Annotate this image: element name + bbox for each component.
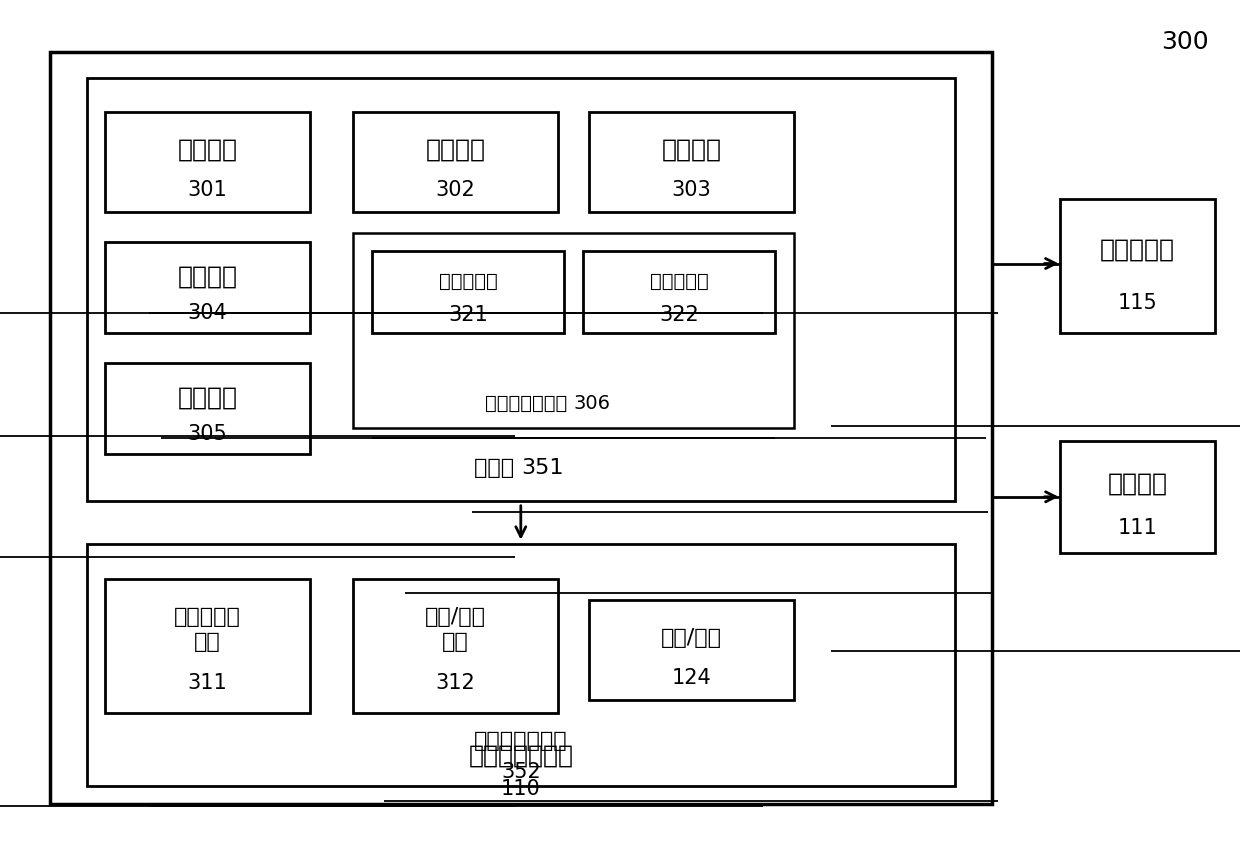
Text: 感知模块: 感知模块 bbox=[425, 138, 486, 162]
Text: 322: 322 bbox=[658, 305, 699, 325]
Bar bbox=[105, 579, 310, 713]
Text: 永久性存储装置: 永久性存储装置 bbox=[474, 731, 568, 752]
Bar bbox=[87, 78, 955, 501]
Bar bbox=[353, 112, 558, 212]
Bar bbox=[50, 52, 992, 804]
Text: 300: 300 bbox=[1162, 30, 1209, 54]
Text: 地图和路线
信息: 地图和路线 信息 bbox=[175, 607, 241, 652]
Bar bbox=[583, 251, 775, 333]
Bar bbox=[353, 579, 558, 713]
Text: 定位模块: 定位模块 bbox=[177, 138, 238, 162]
Text: 303: 303 bbox=[671, 180, 712, 200]
Text: 感知与规划系统: 感知与规划系统 bbox=[469, 744, 573, 768]
Text: 115: 115 bbox=[1117, 293, 1158, 313]
Text: 车道偏离检测器: 车道偏离检测器 bbox=[485, 394, 573, 413]
Text: 352: 352 bbox=[501, 761, 541, 782]
Text: 302: 302 bbox=[435, 180, 476, 200]
Bar bbox=[105, 363, 310, 454]
Text: 运动检测器: 运动检测器 bbox=[439, 272, 497, 291]
Text: 312: 312 bbox=[435, 673, 476, 693]
Text: 124: 124 bbox=[671, 668, 712, 688]
Text: 规划模块: 规划模块 bbox=[177, 264, 238, 289]
Text: 存储器: 存储器 bbox=[474, 458, 521, 479]
Bar bbox=[589, 600, 794, 700]
Text: 驾驶/交通
规则: 驾驶/交通 规则 bbox=[425, 607, 486, 652]
Text: 控制系统: 控制系统 bbox=[1107, 472, 1168, 495]
Bar bbox=[1060, 441, 1215, 553]
Bar bbox=[589, 112, 794, 212]
Bar bbox=[1060, 199, 1215, 333]
Text: 算法/模型: 算法/模型 bbox=[661, 628, 722, 648]
Bar bbox=[372, 251, 564, 333]
Text: 301: 301 bbox=[187, 180, 228, 200]
Text: 321: 321 bbox=[448, 305, 489, 325]
Bar bbox=[105, 112, 310, 212]
Text: 304: 304 bbox=[187, 302, 228, 322]
Text: 111: 111 bbox=[1117, 518, 1158, 538]
Bar bbox=[353, 233, 794, 428]
Text: 决策模块: 决策模块 bbox=[661, 138, 722, 162]
Bar bbox=[105, 242, 310, 333]
Text: 306: 306 bbox=[573, 394, 610, 413]
Bar bbox=[87, 544, 955, 786]
Text: 351: 351 bbox=[521, 458, 563, 479]
Text: 角度计算器: 角度计算器 bbox=[650, 272, 708, 291]
Text: 控制模块: 控制模块 bbox=[177, 385, 238, 410]
Text: 305: 305 bbox=[187, 423, 228, 443]
Text: 311: 311 bbox=[187, 673, 228, 693]
Text: 传感器系统: 传感器系统 bbox=[1100, 238, 1176, 262]
Text: 110: 110 bbox=[501, 778, 541, 799]
